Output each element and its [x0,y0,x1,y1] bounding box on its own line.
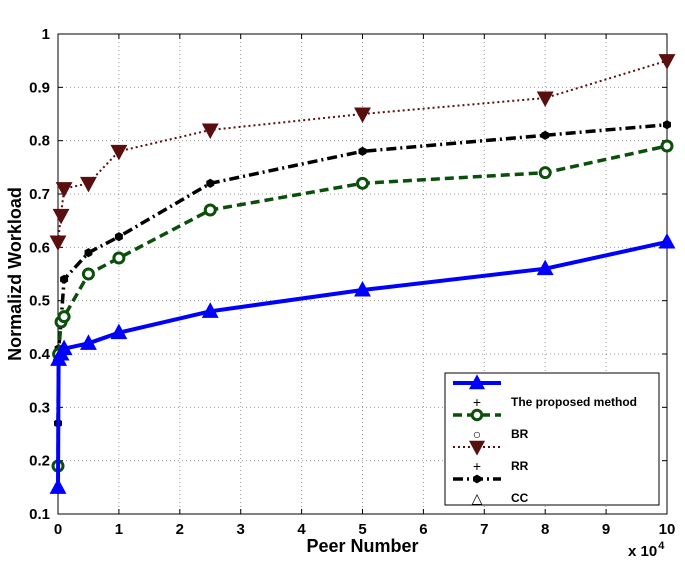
legend: + The proposed method ○ BR + RR △ CC [444,372,660,506]
data-point [60,274,69,284]
y-tick-label: 0.6 [29,239,50,256]
data-point [356,176,369,190]
data-point [81,267,95,281]
x-tick-label: 7 [480,521,488,538]
data-point [49,478,67,494]
x-axis-multiplier: x 104 [628,540,665,560]
x-axis-multiplier-exponent: 4 [658,540,665,552]
legend-box [444,372,660,506]
data-point [80,334,97,350]
y-tick-label: 0.3 [29,399,50,416]
data-point [55,339,73,356]
data-point [354,107,371,124]
y-tick-label: 0.9 [29,79,50,96]
legend-marker [470,408,484,422]
data-point [538,166,552,180]
x-tick-label: 1 [115,521,123,538]
y-tick-label: 0.1 [29,506,50,523]
data-point [536,259,554,276]
y-axis-label: Normalizd Workload [5,187,25,361]
series-br [51,139,674,473]
data-point [660,139,674,153]
data-point [49,235,67,252]
legend-ghost-marker: + [473,458,481,474]
data-point [354,280,371,297]
data-point [658,54,676,70]
x-tick-label: 9 [602,521,610,538]
y-tick-label: 0.2 [29,453,50,470]
grid [58,34,667,514]
data-point [201,123,219,140]
data-point [536,91,554,108]
data-point [658,232,676,249]
data-point [663,120,671,130]
legend-ghost-marker: △ [472,490,483,506]
legend-item: ○ BR [453,408,529,442]
x-tick-label: 2 [176,521,184,538]
legend-marker [473,474,481,484]
data-point [110,144,128,161]
data-point [52,208,70,225]
legend-ghost-marker: ○ [473,426,481,442]
data-point [84,248,93,258]
data-point [57,310,71,324]
series-line [56,144,668,467]
series-group [49,54,676,494]
legend-item: + The proposed method [453,374,637,410]
data-point [114,232,123,242]
x-tick-label: 4 [297,521,306,538]
legend-label: RR [511,459,529,473]
data-point [80,176,97,193]
legend-label: The proposed method [511,395,637,409]
axis-ticks: 0 1 2 3 4 5 6 7 8 9 10 0.1 0.2 0.3 0.4 0.5 0.6 0.7 0.8 0.9 1 [29,26,675,538]
data-point [203,203,217,217]
x-axis-label: Peer Number [306,536,418,556]
y-tick-label: 1 [42,26,50,43]
x-tick-label: 6 [419,521,427,538]
series-line [57,59,668,243]
data-point [110,323,128,340]
data-point [206,178,215,188]
y-tick-label: 0.5 [29,293,50,310]
data-point [201,302,219,318]
legend-marker [468,374,486,390]
x-tick-label: 5 [358,521,366,538]
legend-item: + RR [453,440,529,474]
legend-item: △ CC [453,474,529,506]
legend-ghost-marker: + [473,394,481,410]
data-point [112,251,126,265]
data-point [358,146,367,156]
x-axis-multiplier-base: x 10 [628,543,657,560]
legend-marker [468,440,486,456]
legend-label: BR [511,427,529,441]
y-tick-label: 0.8 [29,133,50,150]
y-tick-label: 0.7 [29,186,50,203]
series-the-proposed-method [49,232,676,494]
y-tick-label: 0.4 [29,346,51,363]
x-tick-label: 0 [54,521,62,538]
data-point [541,130,550,140]
data-point [55,182,73,198]
legend-items: + The proposed method ○ BR + RR △ CC [453,374,637,506]
x-tick-label: 8 [541,521,549,538]
x-tick-label: 3 [237,521,245,538]
series-rr [49,54,676,252]
x-tick-label: 10 [659,521,676,538]
legend-label: CC [511,491,529,505]
